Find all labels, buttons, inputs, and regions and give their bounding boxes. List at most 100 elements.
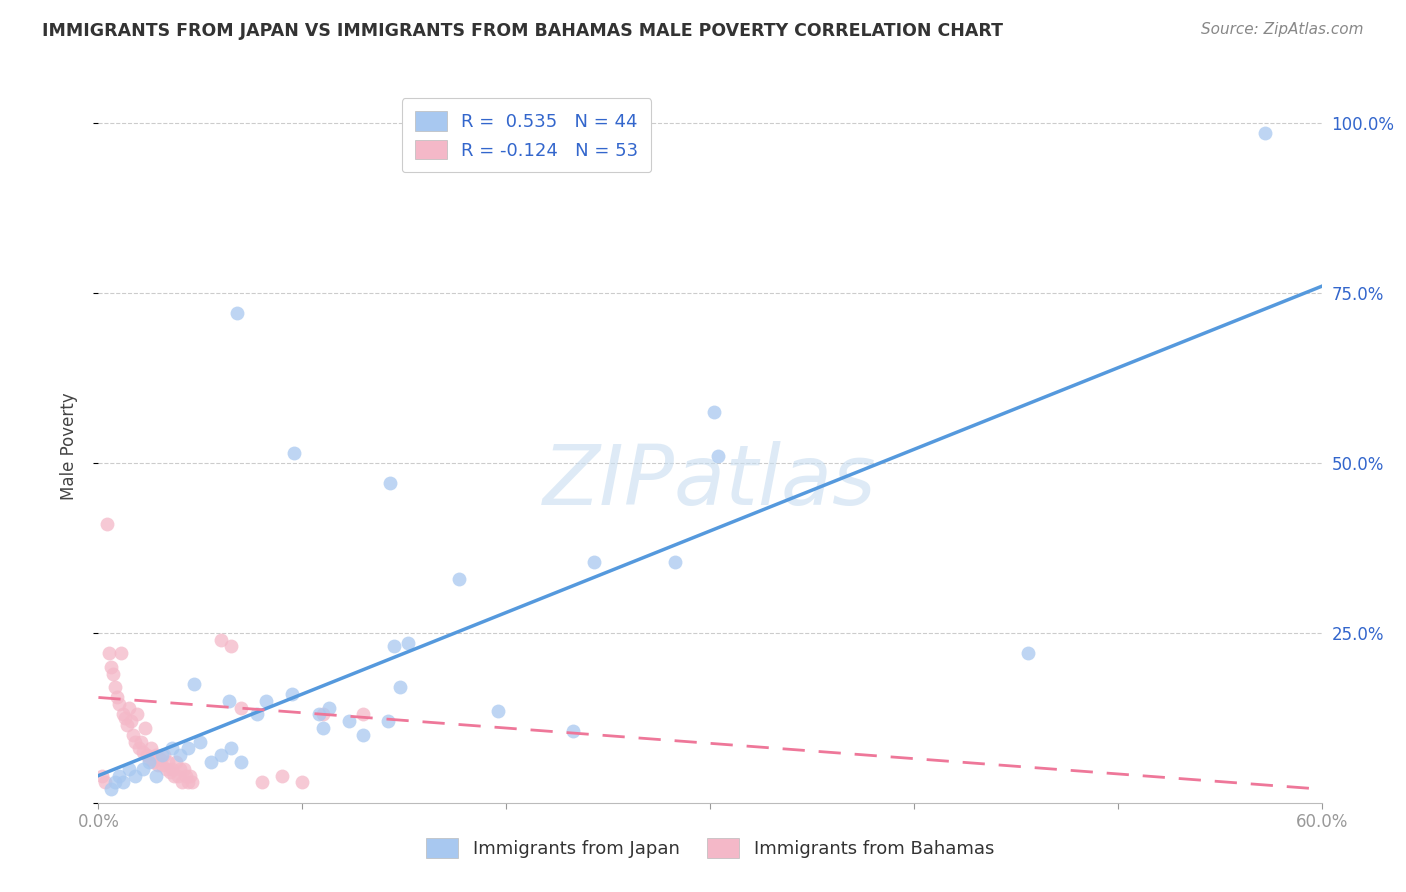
Point [100,660,122,674]
Point [308,707,330,722]
Point [382,640,405,654]
Point [104,680,127,694]
Point [91,769,114,783]
Point [152,748,174,763]
Point [1017,646,1039,660]
Point [122,728,145,742]
Point [108,769,131,783]
Point [219,741,242,756]
Point [219,640,242,654]
Point [200,755,222,769]
Point [1253,127,1275,141]
Point [101,666,124,681]
Point [111,707,134,722]
Point [155,762,177,776]
Point [169,762,191,776]
Point [110,646,132,660]
Point [181,775,204,789]
Point [707,449,730,463]
Point [165,755,187,769]
Point [177,775,200,789]
Point [396,636,419,650]
Point [93,775,115,789]
Point [226,306,249,320]
Point [150,758,173,772]
Point [170,775,193,789]
Point [145,769,167,783]
Point [562,724,585,739]
Point [250,775,273,789]
Point [145,748,167,763]
Legend: Immigrants from Japan, Immigrants from Bahamas: Immigrants from Japan, Immigrants from B… [419,830,1001,865]
Point [138,755,160,769]
Point [486,704,509,718]
Point [138,751,160,765]
Point [124,734,146,748]
Point [104,775,127,789]
Point [449,572,471,586]
Point [132,745,155,759]
Point [173,762,195,776]
Point [167,769,190,783]
Point [218,694,240,708]
Point [129,734,152,748]
Point [163,769,186,783]
Point [156,755,179,769]
Point [111,775,134,789]
Point [582,555,605,569]
Point [127,707,149,722]
Point [159,765,181,780]
Point [118,700,141,714]
Point [146,758,169,772]
Point [179,769,201,783]
Point [136,748,159,763]
Point [118,762,141,776]
Y-axis label: Male Poverty: Male Poverty [59,392,77,500]
Point [149,751,172,765]
Point [378,476,401,491]
Point [231,700,253,714]
Point [188,734,212,748]
Point [703,405,725,419]
Point [283,446,305,460]
Point [114,711,136,725]
Point [169,748,191,763]
Point [246,707,269,722]
Point [160,762,183,776]
Point [97,646,120,660]
Point [389,680,412,694]
Text: ZIPatlas: ZIPatlas [543,442,877,522]
Point [352,707,374,722]
Point [254,694,277,708]
Point [150,748,173,763]
Point [100,782,122,797]
Point [209,748,232,763]
Point [128,741,150,756]
Point [120,714,142,729]
Point [105,690,128,705]
Point [134,721,156,735]
Point [142,755,165,769]
Point [318,700,340,714]
Point [352,728,374,742]
Text: IMMIGRANTS FROM JAPAN VS IMMIGRANTS FROM BAHAMAS MALE POVERTY CORRELATION CHART: IMMIGRANTS FROM JAPAN VS IMMIGRANTS FROM… [42,22,1002,40]
Point [231,755,253,769]
Point [177,741,200,756]
Point [108,698,131,712]
Text: Source: ZipAtlas.com: Source: ZipAtlas.com [1201,22,1364,37]
Point [291,775,314,789]
Point [160,741,183,756]
Point [141,741,163,756]
Point [337,714,360,729]
Point [183,677,205,691]
Point [312,707,335,722]
Point [124,769,146,783]
Point [209,632,232,647]
Point [115,717,138,731]
Point [132,762,155,776]
Point [270,769,294,783]
Point [377,714,399,729]
Point [96,517,118,532]
Point [174,769,197,783]
Point [312,721,335,735]
